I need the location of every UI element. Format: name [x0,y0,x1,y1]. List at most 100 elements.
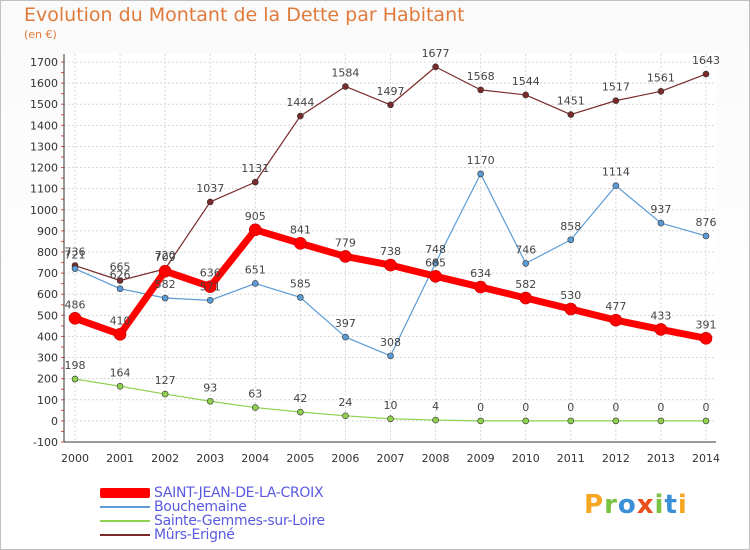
data-point-0 [429,269,442,283]
data-label-1: 582 [155,278,176,291]
data-label-2: 0 [612,401,619,414]
data-label-0: 634 [470,267,491,280]
data-point-3 [522,91,530,99]
data-point-0 [113,328,127,341]
data-point-2 [297,408,304,416]
data-point-0 [68,311,82,325]
data-label-0: 636 [200,267,221,280]
data-label-3: 1497 [377,85,405,98]
data-label-2: 198 [65,359,86,372]
data-point-1 [297,294,304,301]
data-point-3 [251,178,259,186]
x-tick-label: 2006 [331,452,359,465]
data-label-0: 410 [110,314,131,327]
data-point-0 [564,302,578,316]
data-label-2: 4 [432,400,439,413]
x-tick-label: 2012 [602,452,630,465]
data-label-3: 1643 [692,54,720,67]
legend-item-sainte-gemmes: Sainte-Gemmes-sur-Loire [100,514,325,528]
data-label-1: 1114 [602,166,630,179]
data-label-2: 0 [567,401,574,414]
data-label-1: 748 [425,243,446,256]
data-point-2 [522,417,530,425]
data-point-2 [432,416,439,424]
data-label-1: 858 [560,220,581,233]
data-point-0 [203,280,217,293]
data-point-2 [71,375,79,383]
data-label-1: 721 [65,249,86,262]
y-tick-label: 1500 [30,98,58,111]
legend-label-murs-erigne: Mûrs-Erigné [154,527,235,543]
data-label-1: 626 [110,269,131,282]
data-point-2 [477,417,484,425]
legend-item-bouchemaine: Bouchemaine [100,500,325,514]
legend-item-saint-jean: SAINT-JEAN-DE-LA-CROIX [100,486,325,500]
data-label-0: 486 [65,298,86,311]
data-label-2: 10 [384,399,398,412]
legend-swatch-murs-erigne [100,534,150,536]
data-label-0: 779 [335,236,356,249]
y-tick-label: 1700 [30,56,58,69]
data-label-0: 685 [425,256,446,269]
data-point-2 [206,397,214,405]
data-point-1 [71,265,79,272]
data-label-3: 1517 [602,81,630,94]
data-point-1 [477,170,484,178]
data-label-0: 477 [605,300,626,313]
data-label-3: 1444 [286,96,314,109]
y-tick-label: 100 [37,394,58,407]
y-tick-label: 1400 [30,119,58,132]
data-point-1 [567,236,575,244]
y-tick-label: 300 [37,352,58,365]
data-point-0 [609,313,623,327]
y-tick-label: 800 [37,246,58,259]
data-point-2 [161,390,169,398]
data-point-2 [251,404,259,411]
data-point-2 [567,417,575,425]
x-tick-label: 2004 [241,452,269,465]
data-label-3: 665 [110,261,131,274]
data-label-1: 876 [696,216,717,229]
y-tick-label: 1000 [30,204,58,217]
data-label-3: 1584 [331,66,359,79]
data-label-2: 0 [477,401,484,414]
data-label-1: 937 [650,203,671,216]
data-point-3 [567,111,575,118]
data-point-3 [206,198,214,206]
data-point-3 [387,101,394,109]
data-point-0 [699,332,713,345]
data-label-0: 391 [696,318,717,331]
data-point-0 [654,323,668,336]
x-tick-label: 2013 [647,452,675,465]
data-label-2: 0 [522,401,529,414]
x-tick-label: 2010 [512,452,540,465]
data-point-2 [612,417,620,425]
data-label-1: 397 [335,317,356,330]
chart-subtitle: (en €) [24,28,57,41]
data-point-2 [657,417,665,425]
data-label-1: 746 [515,243,536,256]
data-label-3: 720 [155,249,176,262]
x-tick-label: 2011 [557,452,585,465]
data-point-1 [206,297,214,304]
data-label-2: 127 [155,374,176,387]
data-point-1 [161,294,169,302]
data-label-2: 164 [110,366,131,379]
y-tick-label: 1100 [30,183,58,196]
data-point-3 [342,83,349,90]
data-point-1 [657,219,665,227]
data-label-2: 24 [338,396,352,409]
data-label-3: 1544 [512,75,540,88]
data-label-1: 585 [290,277,311,290]
y-tick-label: 400 [37,330,58,343]
data-point-0 [384,258,397,272]
y-tick-label: 0 [51,415,58,428]
y-tick-label: 700 [37,267,58,280]
x-tick-label: 2014 [692,452,720,465]
legend-item-murs-erigne: Mûrs-Erigné [100,528,325,542]
data-label-1: 571 [200,280,221,293]
data-point-0 [339,250,352,263]
data-label-0: 905 [245,210,266,223]
legend-label-sainte-gemmes: Sainte-Gemmes-sur-Loire [154,513,325,529]
data-label-2: 63 [248,388,262,401]
